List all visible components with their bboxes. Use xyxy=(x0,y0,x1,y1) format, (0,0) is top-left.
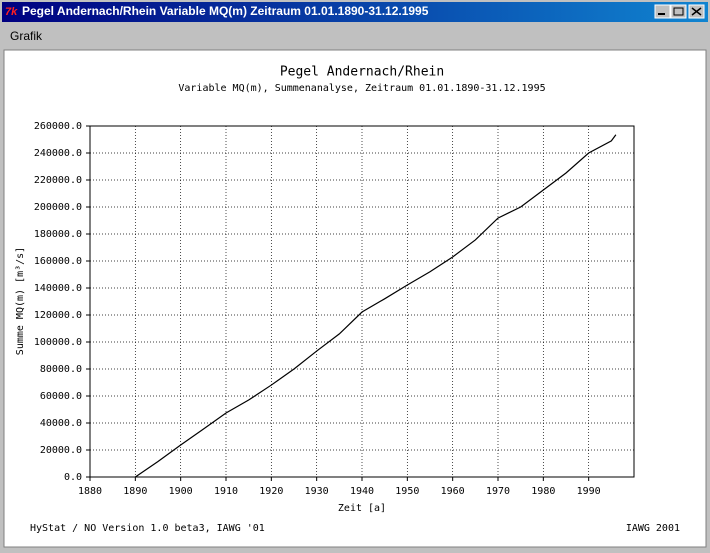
x-tick-label: 1890 xyxy=(123,486,147,497)
x-axis-label: Zeit [a] xyxy=(338,503,386,514)
x-tick-label: 1880 xyxy=(78,486,102,497)
y-tick-label: 140000.0 xyxy=(34,283,82,294)
x-tick-label: 1970 xyxy=(486,486,510,497)
x-tick-label: 1940 xyxy=(350,486,374,497)
app-icon: 7k xyxy=(5,6,18,18)
x-tick-label: 1980 xyxy=(531,486,555,497)
y-tick-label: 260000.0 xyxy=(34,121,82,132)
chart-subtitle: Variable MQ(m), Summenanalyse, Zeitraum … xyxy=(178,83,545,94)
footer-left: HyStat / NO Version 1.0 beta3, IAWG '01 xyxy=(30,523,265,534)
window-title: Pegel Andernach/Rhein Variable MQ(m) Zei… xyxy=(22,4,429,18)
y-tick-label: 40000.0 xyxy=(40,418,82,429)
y-tick-label: 200000.0 xyxy=(34,202,82,213)
footer-right: IAWG 2001 xyxy=(626,523,680,534)
x-tick-label: 1900 xyxy=(169,486,193,497)
y-tick-label: 160000.0 xyxy=(34,256,82,267)
y-tick-label: 60000.0 xyxy=(40,391,82,402)
menu-item[interactable]: Grafik xyxy=(10,29,43,43)
x-tick-label: 1930 xyxy=(305,486,329,497)
plot-frame xyxy=(89,125,635,478)
x-tick-label: 1910 xyxy=(214,486,238,497)
y-tick-label: 0.0 xyxy=(64,472,82,483)
x-tick-label: 1960 xyxy=(441,486,465,497)
y-tick-label: 180000.0 xyxy=(34,229,82,240)
chart-title: Pegel Andernach/Rhein xyxy=(280,65,444,80)
data-line xyxy=(134,134,617,478)
y-tick-label: 220000.0 xyxy=(34,175,82,186)
minimize-button[interactable] xyxy=(654,4,671,19)
chart-canvas xyxy=(3,49,707,548)
window-buttons[interactable] xyxy=(654,4,705,19)
y-tick-label: 80000.0 xyxy=(40,364,82,375)
maximize-button[interactable] xyxy=(670,4,687,19)
x-tick-label: 1920 xyxy=(259,486,283,497)
x-tick-label: 1990 xyxy=(577,486,601,497)
y-tick-label: 100000.0 xyxy=(34,337,82,348)
y-axis-label: Summe MQ(m) [m³/s] xyxy=(15,247,26,355)
y-tick-label: 240000.0 xyxy=(34,148,82,159)
x-tick-label: 1950 xyxy=(395,486,419,497)
close-icon xyxy=(691,7,702,16)
y-tick-label: 20000.0 xyxy=(40,445,82,456)
y-tick-label: 120000.0 xyxy=(34,310,82,321)
title-bar xyxy=(2,2,708,22)
maximize-icon xyxy=(673,7,684,16)
